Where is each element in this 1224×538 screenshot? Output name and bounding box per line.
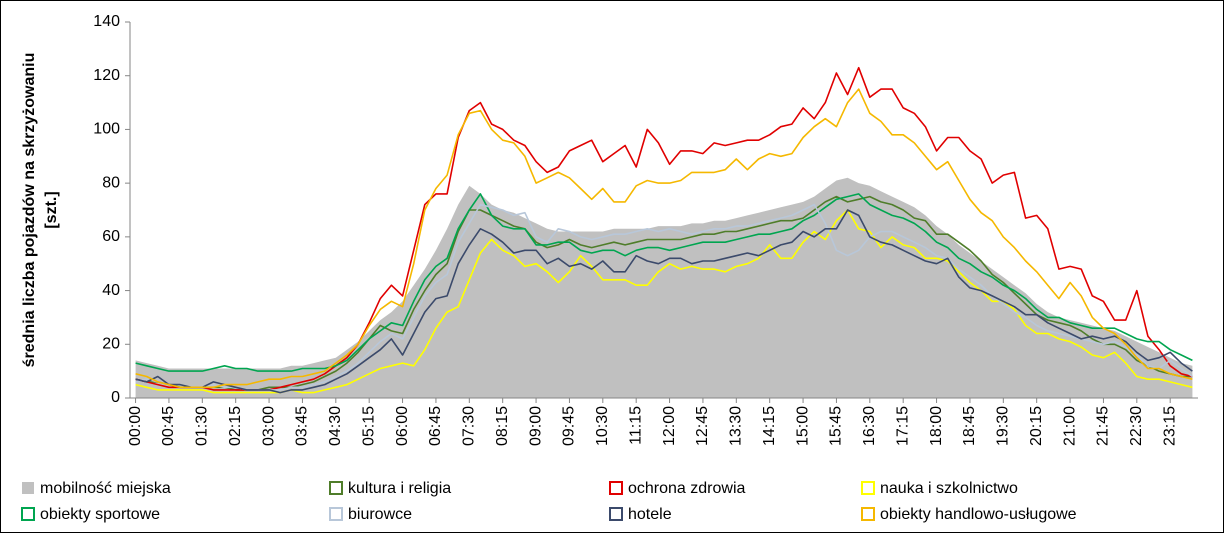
y-tick-label: 60 xyxy=(102,228,120,245)
legend-swatch xyxy=(609,481,623,495)
legend-label: kultura i religia xyxy=(348,480,451,497)
x-tick-label: 00:00 xyxy=(127,406,144,446)
y-axis-label: [szt.] xyxy=(43,191,60,228)
x-tick-label: 13:30 xyxy=(728,406,745,446)
x-tick-label: 17:15 xyxy=(894,406,911,446)
line xyxy=(135,209,1193,394)
legend-label: ochrona zdrowia xyxy=(628,480,746,497)
legend-swatch xyxy=(22,482,34,494)
x-tick-label: 14:15 xyxy=(761,406,778,446)
y-tick-label: 100 xyxy=(93,121,120,138)
x-tick-label: 12:00 xyxy=(661,406,678,446)
y-tick-label: 20 xyxy=(102,336,120,353)
x-tick-label: 05:15 xyxy=(360,406,377,446)
y-tick-label: 40 xyxy=(102,282,120,299)
y-tick-label: 0 xyxy=(111,389,120,406)
x-tick-label: 03:00 xyxy=(260,406,277,446)
y-tick-label: 140 xyxy=(93,13,120,30)
x-tick-label: 06:45 xyxy=(427,406,444,446)
legend-swatch xyxy=(329,481,343,495)
line xyxy=(135,88,1193,389)
x-tick-label: 04:30 xyxy=(327,406,344,446)
legend-swatch xyxy=(609,507,623,521)
x-tick-label: 16:30 xyxy=(861,406,878,446)
x-tick-label: 07:30 xyxy=(461,406,478,446)
x-tick-label: 08:15 xyxy=(494,406,511,446)
x-tick-label: 15:00 xyxy=(794,406,811,446)
x-tick-label: 12:45 xyxy=(694,406,711,446)
x-tick-label: 00:45 xyxy=(160,406,177,446)
line xyxy=(135,66,1193,391)
y-tick-label: 80 xyxy=(102,174,120,191)
legend-swatch xyxy=(861,507,875,521)
x-tick-label: 23:15 xyxy=(1161,406,1178,446)
x-tick-label: 09:45 xyxy=(561,406,578,446)
line xyxy=(135,203,1193,391)
legend-label: obiekty handlowo-usługowe xyxy=(880,506,1077,523)
line xyxy=(135,195,1193,391)
line xyxy=(135,193,1193,372)
x-tick-label: 22:30 xyxy=(1128,406,1145,446)
x-tick-label: 11:15 xyxy=(627,406,644,445)
x-tick-label: 21:00 xyxy=(1061,406,1078,446)
legend-swatch xyxy=(329,507,343,521)
legend-swatch xyxy=(861,481,875,495)
legend-label: nauka i szkolnictwo xyxy=(880,480,1018,497)
x-tick-label: 21:45 xyxy=(1095,406,1112,446)
x-tick-label: 09:00 xyxy=(527,406,544,446)
legend-label: mobilność miejska xyxy=(40,480,171,497)
y-tick-label: 120 xyxy=(93,67,120,84)
x-tick-label: 20:15 xyxy=(1028,406,1045,446)
x-tick-label: 19:30 xyxy=(995,406,1012,446)
legend-label: biurowce xyxy=(348,506,412,523)
legend-label: hotele xyxy=(628,506,672,523)
y-axis-label: średnia liczba pojazdów na skrzyżowaniu xyxy=(21,53,38,368)
x-tick-label: 18:00 xyxy=(928,406,945,446)
x-tick-label: 18:45 xyxy=(961,406,978,446)
x-tick-label: 02:15 xyxy=(227,406,244,446)
x-tick-label: 01:30 xyxy=(194,406,211,446)
x-tick-label: 15:45 xyxy=(828,406,845,446)
line xyxy=(135,209,1193,394)
x-tick-label: 03:45 xyxy=(294,406,311,446)
x-tick-label: 10:30 xyxy=(594,406,611,446)
legend-swatch xyxy=(21,507,35,521)
area xyxy=(135,177,1193,398)
legend-label: obiekty sportowe xyxy=(40,506,160,523)
x-tick-label: 06:00 xyxy=(394,406,411,446)
